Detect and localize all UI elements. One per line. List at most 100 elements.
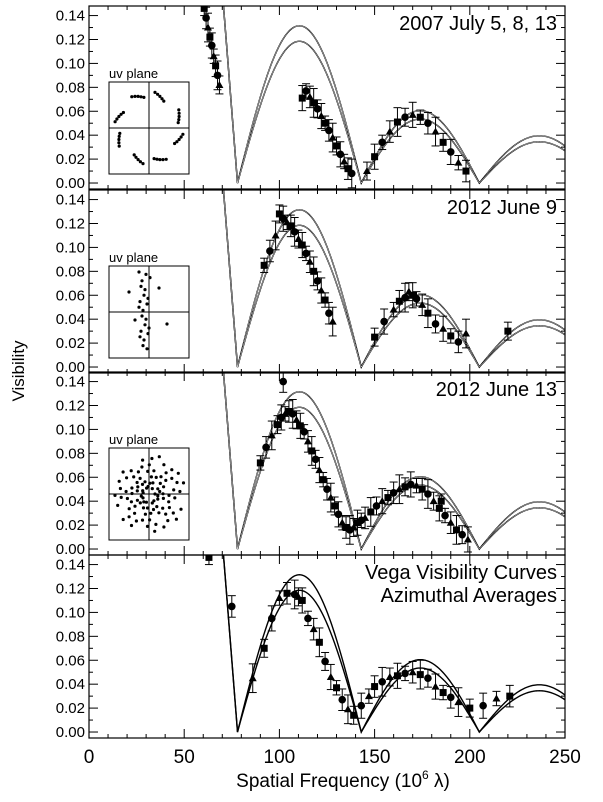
uv-sample-point — [113, 493, 117, 497]
uv-sample-point — [155, 157, 159, 161]
uv-sample-point — [145, 302, 149, 306]
data-point-circle — [380, 317, 388, 326]
uv-sample-point — [153, 529, 157, 533]
data-point-square — [285, 407, 293, 415]
uv-sample-point — [154, 475, 158, 479]
y-axis-label: Visibility — [9, 340, 28, 402]
data-point-circle — [321, 657, 329, 666]
data-point-circle — [424, 674, 432, 682]
uv-sample-point — [143, 512, 147, 516]
uv-sample-point — [145, 486, 149, 490]
x-axis-label-exponent: 6 — [422, 768, 429, 782]
uv-sample-point — [176, 121, 180, 125]
panel-2-curves — [222, 190, 565, 369]
data-point-square — [308, 447, 316, 455]
uv-plane-insets: uv plane uv plane uv plane — [108, 66, 190, 541]
uv-sample-point — [149, 511, 153, 515]
uv-sample-point — [154, 522, 158, 527]
data-point-square — [333, 142, 341, 150]
uv-sample-point — [155, 505, 159, 509]
uv-sample-point — [167, 506, 171, 510]
y-tick-label: 0.02 — [56, 700, 85, 717]
data-point-square — [310, 267, 318, 275]
data-point-square — [439, 138, 447, 146]
uv-sample-point — [171, 511, 175, 515]
data-point-triangle — [275, 594, 284, 602]
data-point-square — [319, 476, 327, 484]
uv-sample-point — [139, 284, 143, 288]
data-point-triangle — [309, 625, 318, 633]
uv-sample-point — [143, 323, 147, 327]
uv-sample-point — [160, 97, 164, 101]
y-tick-label: 0.12 — [56, 397, 85, 414]
data-point-square — [283, 589, 291, 597]
data-point-circle — [325, 126, 333, 135]
uv-sample-point — [162, 463, 166, 467]
uv-sample-point — [156, 92, 160, 96]
y-tick-label: 0.08 — [56, 628, 85, 645]
data-point-square — [452, 526, 460, 534]
uv-sample-point — [150, 487, 154, 491]
uv-sample-point — [138, 160, 142, 164]
panel-1-frame — [88, 5, 566, 190]
uv-sample-point — [167, 500, 171, 504]
uv-sample-point — [135, 489, 139, 493]
data-point-circle — [313, 277, 322, 285]
uv-sample-point — [121, 110, 125, 115]
uv-sample-point — [167, 493, 171, 497]
data-point-circle — [347, 169, 356, 178]
data-point-triangle — [461, 329, 470, 337]
data-point-square — [342, 523, 350, 531]
data-point-triangle — [362, 167, 371, 175]
data-point-square — [393, 118, 401, 126]
model-curve-highlight — [223, 372, 565, 550]
data-point-square — [321, 119, 329, 127]
data-point-circle — [213, 71, 222, 80]
data-point-circle — [378, 138, 387, 147]
data-point-square — [206, 33, 214, 41]
data-point-triangle — [361, 513, 370, 521]
panel-4-curves — [222, 555, 565, 734]
data-point-triangle — [317, 286, 326, 294]
data-point-circle — [290, 228, 299, 236]
data-point-triangle — [215, 80, 224, 88]
data-point-circle — [208, 41, 216, 50]
y-tick-label: 0.12 — [56, 215, 85, 232]
data-point-triangle — [463, 535, 472, 543]
uv-plane-label: uv plane — [109, 66, 158, 81]
panel-1-label: 2007 July 5, 8, 13 — [399, 13, 557, 35]
data-point-square — [353, 519, 361, 527]
y-tick-label: 0.02 — [56, 151, 85, 168]
data-point-square — [384, 494, 392, 502]
panel-4-frame — [88, 554, 566, 739]
model-curve-upper — [222, 555, 565, 734]
y-tick-label: 0.14 — [56, 557, 85, 574]
uv-sample-point — [142, 500, 146, 504]
uv-sample-point — [158, 489, 162, 494]
data-point-circle — [446, 693, 455, 702]
data-point-circle — [267, 614, 276, 623]
model-curve-highlight — [223, 190, 565, 368]
data-point-circle — [454, 338, 463, 346]
model-curve-highlight — [223, 372, 565, 550]
uv-sample-point — [121, 517, 125, 522]
data-point-square — [298, 596, 306, 604]
data-point-circle — [401, 113, 409, 122]
data-point-square — [298, 241, 306, 249]
uv-sample-point — [117, 114, 121, 119]
uv-sample-point — [175, 140, 179, 144]
uv-sample-point — [150, 456, 154, 461]
uv-sample-point — [138, 501, 142, 505]
uv-sample-point — [147, 326, 151, 330]
data-point-triangle — [431, 682, 440, 690]
data-point-triangle — [408, 110, 417, 118]
uv-sample-point — [139, 95, 143, 99]
data-point-circle — [313, 105, 322, 113]
uv-sample-point — [164, 157, 168, 161]
uv-sample-point — [156, 487, 160, 491]
data-point-circle — [304, 614, 312, 623]
data-point-square — [416, 671, 424, 679]
uv-sample-point — [170, 476, 174, 480]
y-tick-label: 0.10 — [56, 604, 85, 621]
uv-sample-point — [134, 155, 138, 159]
